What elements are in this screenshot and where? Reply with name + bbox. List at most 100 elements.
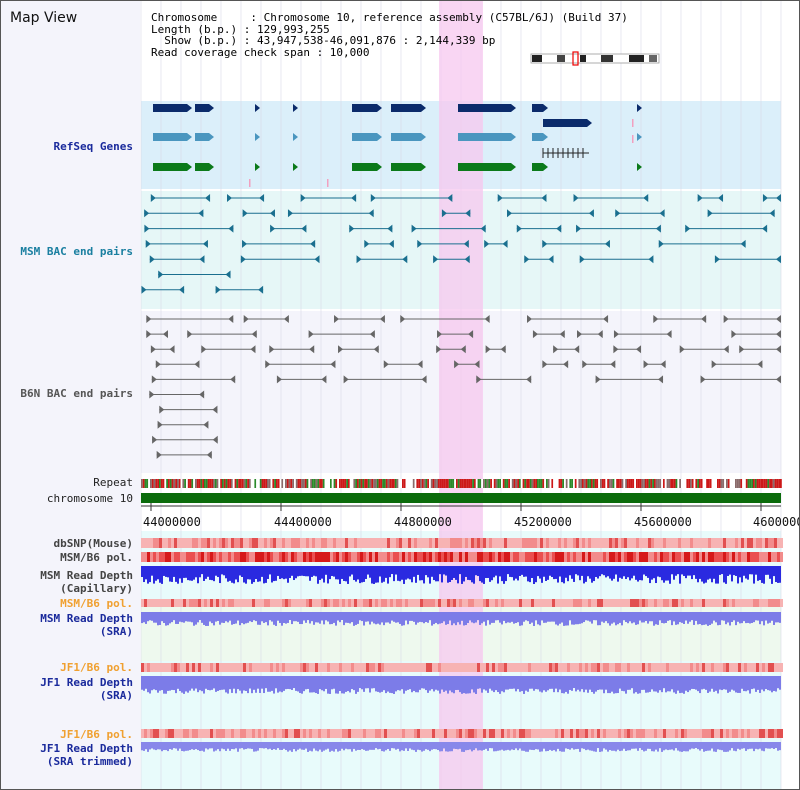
- track-label-jf1-depth-trim[interactable]: JF1 Read Depth (SRA trimmed): [40, 742, 133, 768]
- depth-bar: [383, 742, 385, 752]
- repeat-block: [709, 479, 712, 488]
- repeat-block: [652, 479, 654, 488]
- track-label-msm-b6-pol[interactable]: MSM/B6 pol.: [60, 551, 133, 564]
- repeat-block: [344, 479, 347, 488]
- heatmap-cell: [558, 663, 561, 672]
- chromosome-ideogram[interactable]: [530, 51, 660, 66]
- heatmap-cell: [735, 663, 738, 672]
- highlight-region[interactable]: [439, 1, 483, 789]
- track-label-jf1-pol-2[interactable]: JF1/B6 pol.: [60, 728, 133, 741]
- depth-bar: [445, 612, 447, 625]
- depth-bar: [657, 612, 659, 625]
- heatmap-cell: [750, 538, 753, 548]
- heatmap-cell: [282, 552, 285, 562]
- depth-bar: [387, 742, 389, 750]
- depth-bar: [443, 612, 445, 622]
- heatmap-cell: [723, 552, 726, 562]
- depth-bar: [549, 612, 551, 622]
- repeat-block: [177, 479, 179, 488]
- heatmap-cell: [573, 552, 576, 562]
- heatmap-cell: [618, 538, 621, 548]
- depth-bar: [271, 566, 273, 583]
- depth-bar: [745, 566, 747, 579]
- depth-bar: [751, 742, 753, 749]
- depth-bar: [587, 612, 589, 621]
- repeat-block: [232, 479, 235, 488]
- repeat-block: [432, 479, 435, 488]
- track-label-jf1-depth-sra[interactable]: JF1 Read Depth (SRA): [40, 676, 133, 702]
- heatmap-cell: [447, 538, 450, 548]
- bac-end: [287, 209, 293, 218]
- heatmap-cell: [624, 729, 627, 738]
- heatmap-cell: [183, 663, 186, 672]
- repeat-block: [745, 479, 748, 488]
- depth-bar: [171, 742, 173, 750]
- depth-bar: [243, 742, 245, 750]
- depth-bar: [721, 676, 723, 691]
- depth-bar: [169, 566, 171, 582]
- bac-end: [723, 315, 729, 323]
- track-label-jf1-pol-1[interactable]: JF1/B6 pol.: [60, 661, 133, 674]
- heatmap-cell: [159, 729, 162, 738]
- track-label-dbsnp[interactable]: dbSNP(Mouse): [53, 537, 133, 550]
- gene-exon: [458, 163, 511, 171]
- heatmap-cell: [561, 663, 564, 672]
- repeat-block: [259, 479, 262, 488]
- depth-bar: [415, 612, 417, 625]
- track-label-msm-bac[interactable]: MSM BAC end pairs: [20, 245, 133, 258]
- depth-bar: [261, 566, 263, 577]
- heatmap-cell: [255, 552, 258, 562]
- heatmap-cell: [369, 663, 372, 672]
- depth-bar: [251, 612, 253, 623]
- heatmap-cell: [744, 599, 747, 607]
- heatmap-cell: [291, 729, 294, 738]
- depth-bar: [761, 742, 763, 751]
- depth-bar: [359, 676, 361, 689]
- heatmap-cell: [699, 729, 702, 738]
- track-label-b6n-bac[interactable]: B6N BAC end pairs: [20, 387, 133, 400]
- heatmap-cell: [579, 599, 582, 607]
- heatmap-cell: [723, 729, 726, 738]
- repeat-block: [252, 479, 255, 488]
- repeat-block: [229, 479, 231, 488]
- heatmap-cell: [240, 538, 243, 548]
- track-label-chromosome[interactable]: chromosome 10: [46, 492, 133, 505]
- depth-bar: [309, 612, 311, 624]
- track-label-msm-depth-cap[interactable]: MSM Read Depth (Capillary): [40, 569, 133, 595]
- bac-end: [150, 194, 156, 202]
- heatmap-cell: [375, 538, 378, 548]
- depth-bar: [189, 676, 191, 691]
- axis-tick-label: 44400000: [274, 515, 332, 529]
- heatmap-cell: [606, 663, 609, 672]
- depth-bar: [707, 676, 709, 693]
- depth-bar: [561, 742, 563, 752]
- heatmap-cell: [705, 729, 708, 738]
- repeat-block: [551, 479, 554, 488]
- repeat-block: [349, 479, 352, 488]
- heatmap-cell: [405, 538, 408, 548]
- heatmap-cell: [768, 663, 771, 672]
- heatmap-cell: [270, 729, 273, 738]
- heatmap-cell: [264, 729, 267, 738]
- heatmap-cell: [339, 663, 342, 672]
- heatmap-cell: [714, 538, 717, 548]
- track-label-refseq[interactable]: RefSeq Genes: [53, 140, 133, 153]
- heatmap-cell: [675, 729, 678, 738]
- depth-bar: [497, 676, 499, 693]
- depth-bar: [339, 742, 341, 751]
- depth-bar: [525, 742, 527, 752]
- heatmap-cell: [435, 538, 438, 548]
- depth-bar: [279, 676, 281, 692]
- depth-bar: [439, 676, 441, 694]
- heatmap-cell: [609, 729, 612, 738]
- depth-bar: [775, 566, 777, 583]
- track-label-msm-depth-sra[interactable]: MSM Read Depth (SRA): [40, 612, 133, 638]
- heatmap-cell: [756, 599, 759, 607]
- repeat-block: [610, 479, 613, 488]
- depth-bar: [431, 566, 433, 577]
- track-label-msm-b6-pol-2[interactable]: MSM/B6 pol.: [60, 597, 133, 610]
- heatmap-cell: [762, 599, 765, 607]
- depth-bar: [211, 742, 213, 749]
- track-label-repeat[interactable]: Repeat: [93, 476, 133, 489]
